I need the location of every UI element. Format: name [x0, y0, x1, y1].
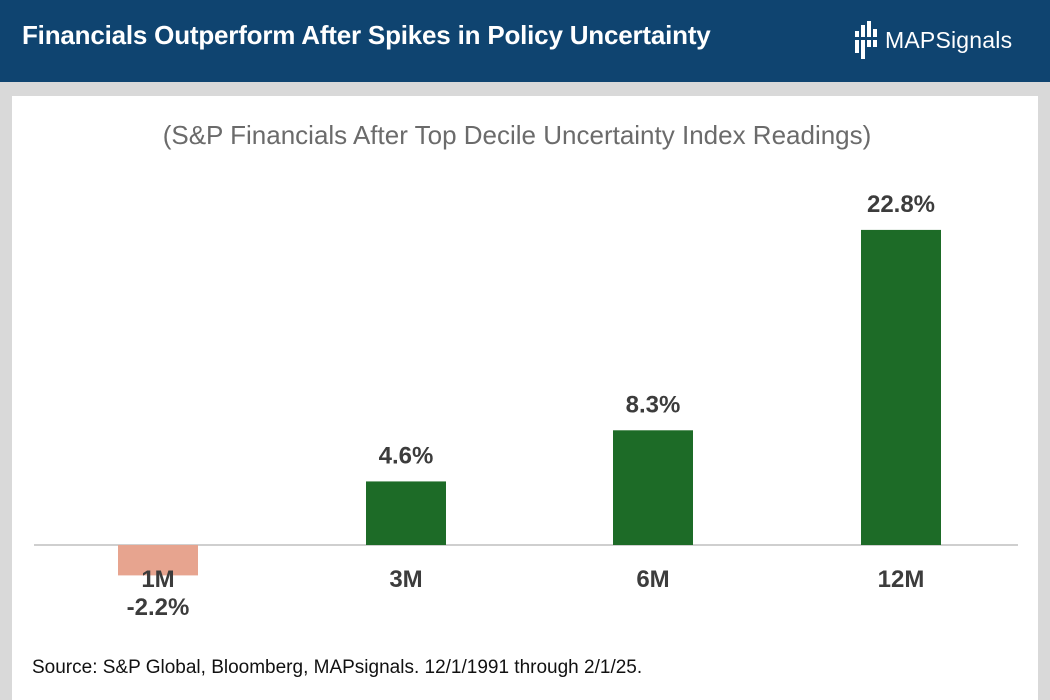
source-note: Source: S&P Global, Bloomberg, MAPsignal… [32, 657, 643, 678]
tick-label-6M: 6M [636, 566, 669, 593]
logo-mark-icon [855, 21, 877, 59]
tick-label-3M: 3M [389, 566, 422, 593]
bar-12M [861, 229, 941, 546]
data-label-1M: -2.2% [127, 594, 190, 621]
bars-group: 1M-2.2% 3M 4.6% 6M 8.3% 12M 22.8% [34, 191, 1018, 621]
chart-subtitle: (S&P Financials After Top Decile Uncerta… [163, 120, 872, 150]
tick-label-1M: 1M [141, 566, 174, 593]
bar-chart: (S&P Financials After Top Decile Uncerta… [34, 120, 1018, 621]
data-label-6M: 8.3% [626, 391, 681, 418]
bar-6M [613, 430, 693, 545]
bar-3M [366, 481, 446, 545]
data-label-12M: 22.8% [867, 191, 935, 218]
logo-text: MAPSignals [885, 26, 1013, 53]
page-title: Financials Outperform After Spikes in Po… [22, 20, 711, 50]
chart-panel: (S&P Financials After Top Decile Uncerta… [12, 96, 1038, 700]
brand-logo: MAPSignals [853, 20, 1012, 60]
tick-label-12M: 12M [878, 566, 925, 593]
data-label-3M: 4.6% [379, 442, 434, 469]
bar-1M [118, 545, 198, 576]
header-bar: Financials Outperform After Spikes in Po… [0, 0, 1050, 82]
